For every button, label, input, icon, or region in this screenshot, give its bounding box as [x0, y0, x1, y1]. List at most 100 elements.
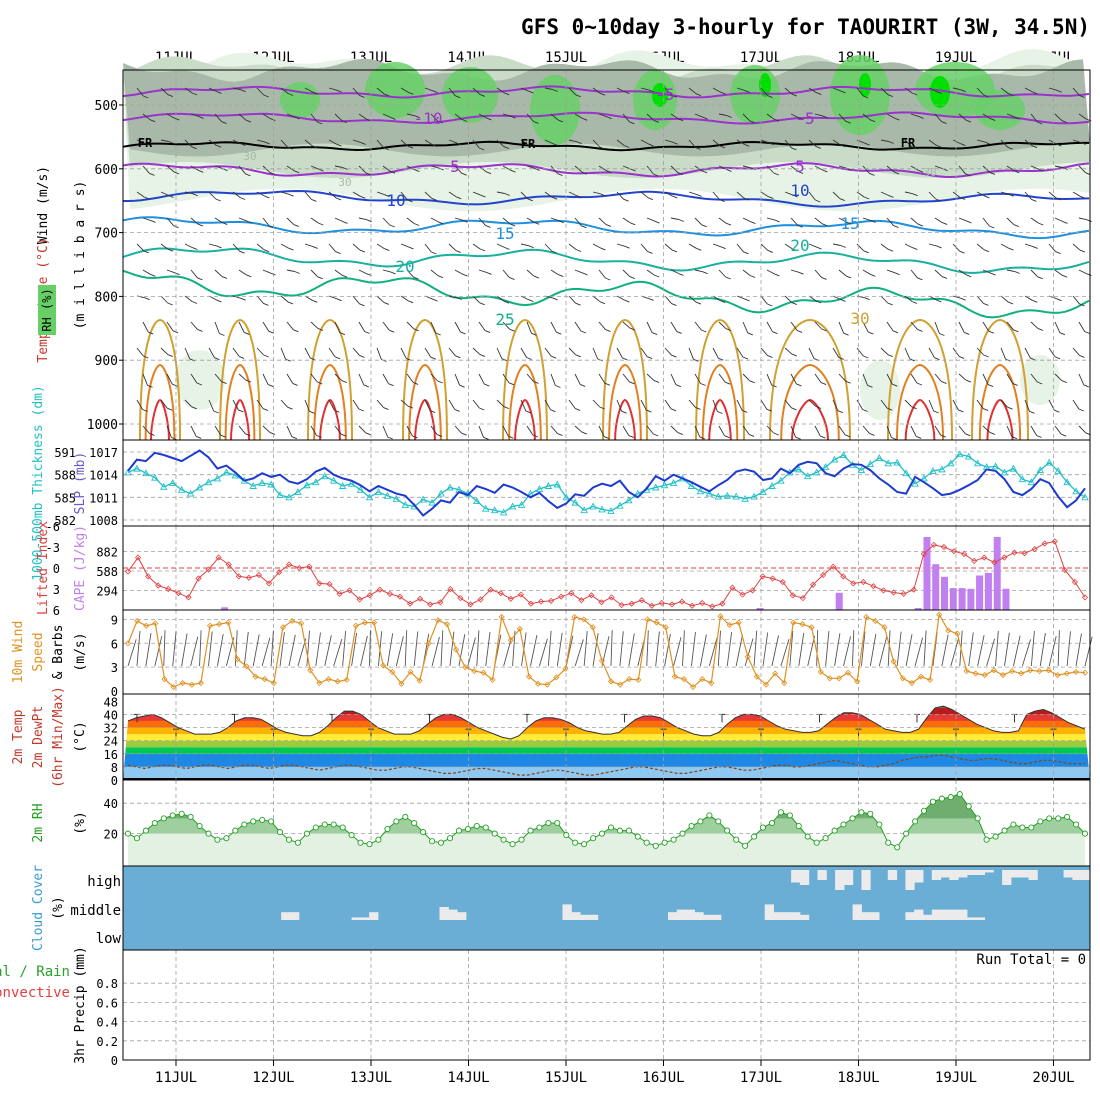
rh-moist-blob	[975, 90, 1025, 130]
wind-barb	[1006, 269, 1015, 272]
wind-barb	[184, 191, 193, 195]
warm-contour	[307, 318, 353, 441]
upper-grid	[123, 70, 1090, 440]
wind-barb-flag	[983, 249, 990, 253]
lifted-index-point	[386, 590, 393, 597]
thickness-point	[714, 492, 723, 500]
lifted-index-point	[870, 583, 877, 590]
wind-barb-flag	[933, 410, 939, 414]
wind-barb-flag	[191, 406, 197, 410]
wind-barb	[598, 217, 607, 225]
wind-barb-flag	[677, 432, 683, 436]
lifted-index-point	[417, 595, 424, 602]
rh-point	[357, 839, 364, 846]
wind-barb-flag	[1056, 298, 1062, 302]
wind-barb	[1078, 425, 1087, 434]
wind-barb-flag	[341, 433, 347, 437]
rh-point	[563, 832, 570, 839]
cloud-cover-panel: high middle low Cloud Cover (%)	[31, 865, 1091, 951]
wind-speed-point	[334, 678, 341, 685]
cloud-high-bar	[949, 870, 959, 880]
wind-barb	[304, 191, 312, 200]
cloud-high-bar	[799, 870, 810, 885]
wind-barb-flag	[462, 273, 468, 277]
thickness-point	[839, 451, 848, 458]
wind-speed-point	[863, 613, 870, 621]
thickness-point	[329, 476, 338, 484]
wind-barb	[430, 113, 439, 122]
wind-barb-flag	[484, 330, 491, 334]
wind-barb	[814, 425, 821, 437]
rh-saturated-blob	[652, 83, 668, 107]
wind-barb-flag	[363, 384, 369, 388]
surface-wind-barb	[1048, 636, 1057, 667]
surface-wind-barb	[440, 630, 444, 667]
precip-panel: 0.80.60.40.20 Run Total = 0 Total / Rain…	[0, 946, 1091, 1068]
wind-barb	[616, 243, 625, 247]
wind-barb-flag	[599, 406, 605, 410]
temperature-tick-label: 0	[111, 774, 118, 788]
thickness-point	[920, 474, 928, 482]
wind-barb-flag	[909, 358, 915, 362]
lifted-index-point	[578, 597, 585, 604]
wind-speed-point	[179, 679, 186, 687]
wind-speed-point	[753, 673, 760, 680]
wind-barb	[448, 399, 456, 410]
wind-barb-flag	[501, 358, 508, 362]
wind-barb	[136, 243, 145, 252]
wind-barb-flag	[455, 250, 461, 254]
wind-barb	[760, 295, 768, 305]
wind-speed-line	[127, 612, 1086, 688]
surface-wind-barb	[342, 630, 347, 667]
warm-contour	[708, 398, 732, 441]
rh-series	[124, 791, 1089, 866]
surface-wind-barb	[351, 632, 358, 667]
wind-barb	[478, 269, 487, 273]
wind-barb-flag	[311, 145, 318, 149]
surface-wind-barb	[1030, 631, 1035, 667]
rh-point	[804, 833, 811, 840]
rh-area	[128, 794, 1085, 866]
wind-barb	[736, 243, 744, 253]
wind-barb	[790, 217, 798, 226]
lifted-index-point	[830, 563, 837, 570]
lifted-index-point	[155, 582, 162, 589]
wind-barb	[310, 217, 319, 224]
wind-barb-flag	[936, 90, 942, 94]
wind-barb	[1054, 321, 1061, 333]
wind-barb-flag	[797, 224, 803, 228]
contour-label: 30	[850, 309, 869, 328]
lifted-index-point	[779, 578, 786, 586]
wind-barb-flag	[695, 93, 702, 97]
surface-wind-barb	[986, 638, 996, 667]
wind-barb-flag	[575, 249, 582, 252]
wind-barb	[862, 165, 870, 174]
rh-point	[437, 839, 445, 846]
wind-barb	[166, 165, 175, 173]
wind-barb	[1006, 373, 1014, 384]
wind-speed-point	[762, 681, 770, 688]
wind-speed-point	[471, 668, 478, 675]
wind-barb-flag	[1014, 116, 1020, 120]
wind-barb	[760, 347, 768, 356]
rh-point	[312, 824, 319, 831]
wind-barb-flag	[365, 172, 371, 176]
wind-barb	[814, 113, 823, 117]
lifted-tick-label: 0	[53, 562, 60, 576]
lifted-index-point	[709, 603, 716, 610]
slp-frame	[122, 439, 1091, 527]
wind-barb-flag	[1014, 271, 1020, 274]
lifted-index-point	[789, 592, 796, 599]
wind-barb	[160, 295, 169, 304]
wind-barb-flag	[197, 328, 203, 332]
rh-point	[974, 815, 981, 822]
wind-barb	[718, 321, 727, 329]
wind-barb-flag	[459, 384, 465, 388]
wind-barb	[1006, 165, 1015, 172]
wind-barb-flag	[1014, 170, 1020, 174]
wind-barb	[1006, 321, 1014, 331]
wind-barb-flag	[606, 170, 612, 174]
wind-barb	[160, 243, 169, 250]
wind-barb	[214, 165, 223, 170]
wind-barb-flag	[773, 172, 779, 176]
